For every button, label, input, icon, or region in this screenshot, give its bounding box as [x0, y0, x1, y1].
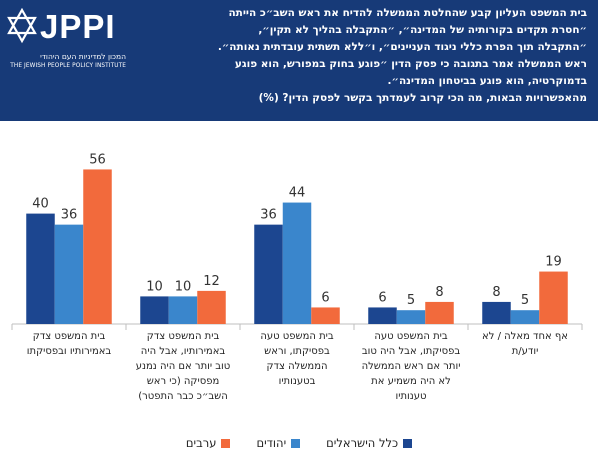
category-label-line: באמירותיו, אבל היה	[140, 346, 226, 357]
bar	[140, 296, 169, 324]
bar	[83, 169, 112, 324]
bar	[311, 307, 340, 324]
category-label-line: בית המשפט צדק	[32, 331, 106, 342]
bar	[26, 213, 55, 324]
category-label-line: מפסיקה (כי ראש	[146, 376, 220, 387]
category-label-line: אף אחד מאלה / לא	[482, 331, 568, 342]
bar	[396, 310, 426, 324]
logo-subtitle-english: THE JEWISH PEOPLE POLICY INSTITUTE	[10, 63, 126, 69]
star-of-david-icon	[7, 8, 37, 44]
legend-label: יהודים	[256, 436, 287, 450]
jppi-logo: JPPI המכון למדיניות העם היהודי THE JEWIS…	[6, 8, 126, 69]
legend-item: כלל הישראלים	[326, 433, 413, 453]
bar	[54, 224, 84, 324]
bar-value-label: 6	[378, 290, 386, 305]
category-label: בית המשפט טעה בפסיקתו, אבל היה טוב יותר אם…	[356, 329, 466, 404]
bar-value-label: 44	[289, 186, 306, 201]
category-label: בית המשפט טעה בפסיקתו, וראש הממשלה צדק בטענ…	[242, 329, 352, 389]
category-label-line: בית המשפט צדק	[146, 331, 220, 342]
category-label-line: לא היה משמיע את	[371, 376, 451, 387]
category-label-line: בטענותיו	[278, 376, 316, 387]
legend-item: יהודים	[256, 433, 301, 453]
category-label-line: טענותיו	[395, 391, 427, 402]
legend-label: כלל הישראלים	[326, 436, 399, 450]
category-label-line: טוב יותר אם היה נמנע	[135, 361, 231, 372]
question-line: בדמוקרטיה, הוא פוגע בביטחון המדינה״.	[387, 75, 587, 87]
survey-question: בית המשפט העליון קבע שהחלטת הממשלה להדיח…	[139, 5, 587, 107]
question-line: ״התקבלה תוך הפרת כללי ניגוד העניינים״, ו…	[217, 41, 587, 53]
bar-value-label: 5	[407, 293, 415, 308]
legend-swatch	[403, 438, 413, 448]
header-banner: JPPI המכון למדיניות העם היהודי THE JEWIS…	[0, 0, 598, 121]
bar	[168, 296, 198, 324]
category-label: בית המשפט צדק באמירותיו, אבל היה טוב יותר …	[128, 329, 238, 404]
category-label: אף אחד מאלה / לא יודע/ת	[470, 329, 580, 359]
bar-value-label: 56	[89, 152, 106, 167]
bar-value-label: 10	[146, 279, 163, 294]
category-label-line: באמירותיו ובפסיקתו	[26, 346, 112, 357]
question-line: ״חסרת תקדים בקורותיה של המדינה״, ״התקבלה…	[258, 24, 587, 36]
bar	[510, 310, 540, 324]
legend-swatch	[291, 438, 301, 448]
bar	[368, 307, 397, 324]
category-label-line: הממשלה צדק	[266, 361, 328, 372]
bar-chart: 40 36 56 10 10 12 36 44 6 6 5 8 8 5 19 בית המשפט צדק בא…	[0, 121, 598, 467]
chart-svg: 40 36 56 10 10 12 36 44 6 6 5 8 8 5 19	[11, 152, 583, 330]
legend-label: ערבים	[185, 436, 217, 450]
bar-value-label: 12	[203, 274, 220, 289]
bar	[197, 290, 226, 324]
category-label-line: יותר אם ראש הממשלה	[361, 361, 461, 372]
bar-value-label: 40	[32, 197, 49, 212]
question-line: מהאפשרויות הבאות, מה הכי קרוב לעמדתך בקש…	[258, 92, 587, 104]
legend-item: ערבים	[186, 433, 231, 453]
category-label-line: יודע/ת	[511, 346, 539, 357]
bar	[425, 301, 454, 324]
question-line: בית המשפט העליון קבע שהחלטת הממשלה להדיח…	[228, 7, 587, 19]
category-label-line: בית המשפט טעה	[260, 331, 334, 342]
bar-value-label: 36	[61, 208, 78, 223]
chart-legend: כלל הישראלים יהודים ערבים	[0, 433, 598, 453]
logo-text: JPPI	[40, 8, 116, 45]
category-label-line: בפסיקתו, וראש	[264, 346, 330, 357]
bar	[482, 301, 511, 324]
logo-subtitle-hebrew: המכון למדיניות העם היהודי	[40, 52, 126, 61]
category-label-line: השב״כ כבר התפטר)	[138, 391, 228, 402]
bar-value-label: 36	[260, 208, 277, 223]
category-label: בית המשפט צדק באמירותיו ובפסיקתו	[14, 329, 124, 359]
category-label-line: בית המשפט טעה	[374, 331, 448, 342]
bar-value-label: 6	[321, 290, 329, 305]
category-label-line: בפסיקתו, אבל היה טוב	[361, 346, 461, 357]
question-line: ראש הממשלה אמר בתגובה כי פסק הדין ״פוגע …	[234, 58, 587, 70]
legend-swatch	[221, 438, 231, 448]
bar-value-label: 5	[521, 293, 529, 308]
bar-value-label: 8	[435, 285, 443, 300]
bar	[539, 271, 568, 324]
bar	[254, 224, 283, 324]
bar-value-label: 10	[175, 279, 192, 294]
bar	[282, 202, 312, 324]
bar-value-label: 8	[492, 285, 500, 300]
bar-value-label: 19	[545, 255, 562, 270]
